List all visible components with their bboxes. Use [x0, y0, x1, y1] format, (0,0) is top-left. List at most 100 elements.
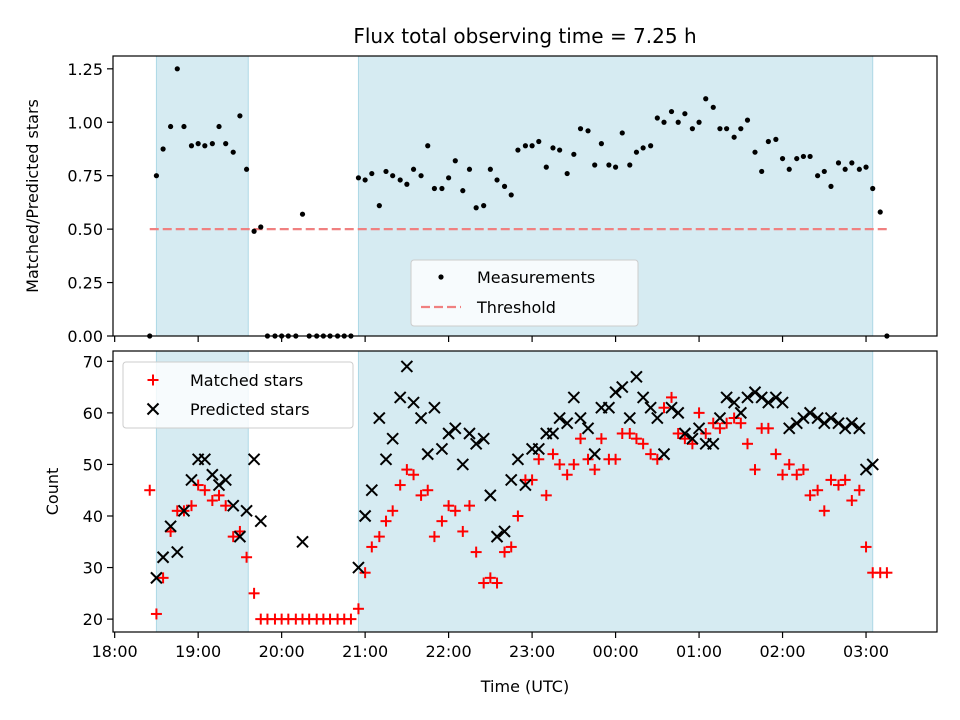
matched-star-point [658, 402, 670, 414]
measurement-point [863, 164, 869, 170]
matched-star-point [554, 458, 566, 470]
measurement-point [355, 175, 362, 181]
legend-marker-matched [147, 374, 159, 386]
y-tick-label: 70 [83, 352, 103, 371]
x-tick-label: 19:00 [175, 642, 221, 661]
matched-star-point [672, 427, 684, 439]
measurement-point [431, 185, 438, 192]
y-tick-label: 0.00 [67, 327, 103, 346]
matched-star-point [199, 484, 211, 496]
matched-star-point [804, 489, 816, 501]
predicted-star-point [233, 530, 247, 543]
measurement-point [571, 151, 577, 157]
shaded-interval [155, 55, 249, 337]
matched-star-point [700, 427, 712, 439]
predicted-star-point [678, 427, 692, 440]
measurement-point [821, 168, 827, 175]
matched-star-point [582, 453, 594, 465]
predicted-star-point [630, 370, 643, 383]
predicted-star-point [442, 427, 455, 440]
matched-star-point [547, 448, 559, 460]
measurement-point [481, 203, 487, 209]
measurement-point [515, 147, 521, 153]
measurement-point [153, 173, 160, 179]
measurement-point [550, 145, 556, 151]
predicted-star-point [727, 396, 741, 409]
y-tick-label: 60 [83, 404, 103, 423]
matched-star-point [783, 458, 795, 470]
predicted-star-point [623, 411, 636, 425]
matched-star-point [832, 479, 844, 491]
matched-star-point [575, 433, 587, 445]
measurement-point [759, 168, 765, 175]
measurement-point [362, 177, 368, 183]
predicted-star-point [156, 551, 170, 564]
matched-star-point [366, 541, 378, 553]
predicted-star-point [609, 386, 622, 399]
y-tick-label: 1.00 [67, 113, 103, 132]
bottom-x-ticks: 18:00 19:00 20:00 21:00 22:00 23:00 00:00 01:00… [92, 632, 889, 661]
predicted-star-point [511, 453, 525, 466]
measurement-point [619, 130, 625, 136]
measurement-point [536, 138, 542, 145]
measurement-point [682, 111, 688, 117]
predicted-star-point [762, 396, 775, 409]
matched-star-point [213, 489, 225, 501]
matched-star-point [791, 469, 803, 481]
matched-star-point [144, 484, 156, 496]
measurement-point [487, 166, 493, 172]
y-tick-label: 20 [83, 610, 103, 629]
matched-star-point [234, 525, 246, 537]
predicted-star-point [665, 401, 678, 414]
measurement-point [807, 153, 813, 160]
matched-star-point [443, 500, 455, 512]
measurement-point [209, 141, 215, 147]
measurement-point [731, 134, 737, 140]
top-y-ticks: 0.00 0.25 0.50 0.75 1.00 1.25 [67, 60, 113, 346]
matched-star-point [241, 551, 253, 563]
predicted-star-point [824, 411, 838, 425]
matched-star-point [394, 479, 406, 491]
measurement-point [404, 181, 410, 187]
measurement-point [425, 143, 431, 149]
measurement-point [738, 126, 744, 132]
measurement-point [168, 123, 174, 130]
predicted-star-point [532, 442, 545, 456]
predicted-star-point [164, 520, 177, 533]
predicted-star-point [546, 427, 560, 440]
measurement-point [466, 166, 473, 172]
predicted-star-point [219, 473, 232, 487]
predicted-star-point [574, 411, 587, 425]
measurement-point [508, 192, 514, 198]
predicted-star-point [386, 432, 399, 445]
legend-box [410, 259, 639, 327]
measurement-point [501, 183, 508, 189]
predicted-star-point [373, 411, 386, 425]
bottom-y-axis-label: Count [43, 468, 62, 516]
matched-star-point [630, 433, 642, 445]
predicted-star-point [866, 458, 879, 471]
measurement-point [577, 126, 584, 132]
matched-star-point [484, 572, 496, 584]
predicted-star-point [686, 432, 699, 445]
measurement-point [842, 166, 848, 172]
matched-star-point [401, 464, 413, 476]
measurement-point [439, 185, 445, 192]
predicted-star-point [651, 411, 664, 425]
predicted-star-point [393, 391, 407, 404]
predicted-star-point [567, 391, 581, 404]
top-plot-frame [112, 55, 938, 337]
predicted-star-point [811, 411, 824, 425]
matched-star-point [651, 453, 663, 465]
predicted-star-point [254, 514, 267, 528]
measurement-point [251, 228, 257, 234]
y-tick-label: 40 [83, 507, 103, 526]
measurement-point [612, 164, 619, 170]
measurement-point [703, 96, 709, 102]
predicted-star-point [644, 401, 657, 414]
bottom-series [144, 360, 893, 625]
predicted-star-point [845, 416, 859, 430]
matched-star-point [526, 474, 538, 486]
predicted-star-point [657, 447, 671, 461]
